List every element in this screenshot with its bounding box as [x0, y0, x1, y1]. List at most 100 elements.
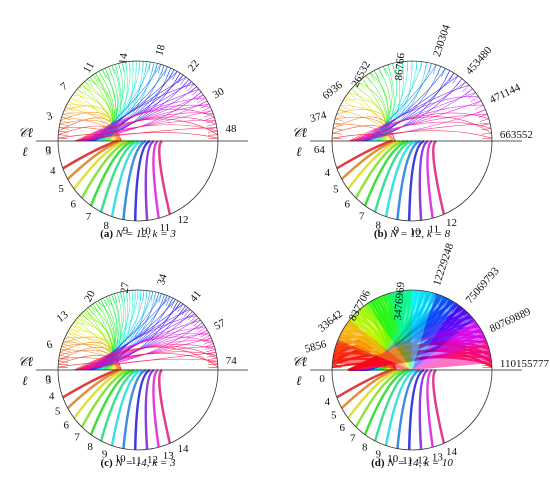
spoke: [437, 66, 442, 76]
spoke: [98, 71, 104, 80]
arc-line: [73, 346, 219, 371]
spoke: [201, 106, 211, 112]
top-label: 74: [226, 355, 238, 367]
bottom-label: 5: [55, 406, 61, 418]
spoke: [131, 290, 133, 300]
top-label: 0: [319, 373, 325, 385]
fill-wedge: [332, 340, 412, 370]
top-label: 0: [45, 144, 51, 156]
arc-line: [76, 352, 217, 371]
arc-line: [374, 62, 400, 142]
spoke: [169, 69, 175, 79]
bottom-label: 13: [432, 451, 444, 463]
spoke: [448, 72, 455, 82]
spoke: [202, 337, 212, 343]
bottom-label: 8: [376, 219, 382, 231]
caption: (b) N = 12, k = 8: [374, 228, 451, 240]
bottom-label: 8: [362, 442, 368, 454]
bottom-label: 8: [87, 441, 93, 453]
spoke: [452, 75, 459, 84]
spoke: [114, 293, 118, 303]
spoke: [61, 116, 71, 121]
fill-wedge: [367, 293, 412, 370]
spoke: [85, 309, 93, 317]
spoke: [97, 300, 103, 310]
spoke: [189, 315, 197, 323]
fan-line: [363, 368, 409, 436]
bottom-label: 14: [446, 446, 458, 458]
spoke: [174, 72, 181, 82]
spoke: [105, 296, 111, 306]
fan-line: [426, 139, 434, 219]
arc-line: [368, 63, 432, 142]
spoke: [369, 72, 376, 82]
bottom-label: 8: [103, 220, 109, 232]
arc-line: [98, 60, 137, 142]
spoke: [181, 307, 189, 316]
spoke: [180, 76, 187, 85]
spoke: [191, 317, 199, 325]
spoke: [206, 120, 216, 124]
bottom-label: 6: [340, 422, 346, 434]
arc-line: [77, 344, 216, 371]
bottom-label: 13: [163, 450, 175, 462]
caption: (a) N = 12, k = 3: [100, 228, 176, 240]
bottom-label: 9: [394, 225, 400, 237]
spoke: [63, 110, 73, 115]
spoke: [187, 83, 195, 92]
bottom-label: 9: [376, 448, 382, 460]
spoke: [148, 290, 151, 301]
spoke: [168, 297, 174, 307]
top-label: 75069793: [464, 265, 502, 306]
bottom-label: 5: [58, 183, 64, 195]
spoke: [62, 113, 72, 118]
spoke: [338, 109, 348, 114]
spoke: [197, 97, 206, 104]
spoke: [58, 358, 69, 360]
arc-line: [76, 351, 217, 371]
spoke: [102, 297, 108, 307]
spoke: [65, 106, 75, 112]
spoke: [65, 335, 75, 340]
arc-line: [86, 309, 191, 371]
arc-line: [82, 97, 206, 142]
spoke: [67, 332, 76, 338]
spoke: [378, 68, 383, 78]
top-label: 5856: [304, 338, 329, 355]
spoke: [428, 63, 432, 73]
arc-bundle: [331, 289, 493, 372]
arc-line: [78, 346, 215, 371]
spoke: [166, 67, 172, 77]
caption-text: N = 14, k = 10: [386, 457, 453, 469]
spoke: [59, 123, 70, 127]
fill-wedge: [412, 290, 436, 370]
circle-label: 𝒞ℓ: [18, 354, 33, 369]
arc-line: [75, 358, 218, 371]
spoke: [441, 68, 446, 78]
fan-line: [80, 368, 131, 428]
spoke: [90, 305, 97, 314]
spoke: [392, 63, 396, 73]
fan-line: [62, 139, 119, 170]
spoke: [68, 329, 78, 336]
fan-line: [340, 139, 397, 181]
arc-line: [70, 327, 115, 371]
spoke: [444, 70, 451, 80]
fill-wedge: [412, 293, 457, 370]
spoke: [125, 61, 128, 72]
circle-label: 𝒞ℓ: [18, 125, 33, 140]
arc-line: [361, 78, 388, 142]
spoke: [68, 100, 78, 106]
bottom-label: 10: [115, 453, 127, 465]
arc-line: [356, 96, 479, 142]
fill-wedge: [337, 319, 412, 370]
arc-line: [78, 108, 215, 142]
fan-line: [152, 139, 160, 219]
bottom-label: 7: [86, 211, 92, 223]
bottom-label: 11: [131, 455, 142, 467]
fan-line: [384, 139, 417, 217]
spoke: [191, 89, 200, 96]
spoke: [200, 332, 209, 338]
bottom-label: 12: [147, 454, 158, 466]
